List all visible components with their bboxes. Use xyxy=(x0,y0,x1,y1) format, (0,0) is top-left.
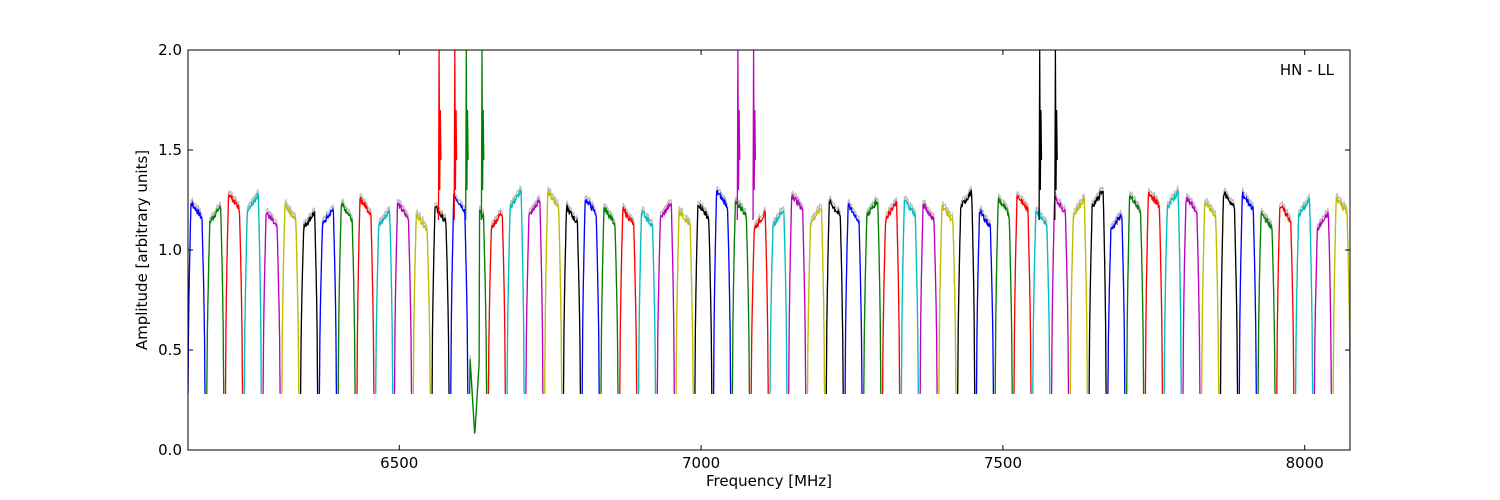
x-tick-label: 8000 xyxy=(1286,454,1324,472)
annotation-label: HN - LL xyxy=(1280,61,1335,79)
series-layer xyxy=(188,50,1350,434)
channel-series-line xyxy=(637,210,657,395)
channel-series-line xyxy=(188,200,206,395)
rfi-spike-line xyxy=(437,50,442,221)
channel-series-line xyxy=(1032,210,1051,395)
channel-series-line xyxy=(881,200,901,395)
y-tick-label: 1.5 xyxy=(158,141,182,159)
channel-series-line xyxy=(1332,196,1350,395)
channel-series-line xyxy=(431,205,450,395)
channel-series-line xyxy=(863,198,882,395)
channel-series-line xyxy=(1257,211,1276,395)
channel-series-line xyxy=(525,198,544,395)
x-axis-label: Frequency [MHz] xyxy=(706,472,832,490)
channel-series-line xyxy=(1313,211,1332,395)
rfi-spike-line xyxy=(1038,50,1043,221)
channel-series-line xyxy=(806,207,826,395)
channel-series-line xyxy=(1144,191,1164,395)
channel-series-line xyxy=(581,199,600,395)
x-tick-label: 7000 xyxy=(682,454,720,472)
channel-series-line xyxy=(712,189,732,395)
channel-series-line xyxy=(600,206,619,395)
y-tick-label: 2.0 xyxy=(158,41,182,59)
channel-series-line xyxy=(844,203,863,395)
x-tick-label: 7500 xyxy=(984,454,1022,472)
channel-series-line xyxy=(825,199,844,395)
rfi-spike-line xyxy=(480,50,485,221)
channel-series-line xyxy=(675,210,694,395)
channel-series-line xyxy=(337,202,356,395)
y-tick-label: 0.0 xyxy=(158,441,182,459)
channel-series-line xyxy=(1182,196,1201,395)
rfi-spike-line xyxy=(465,50,469,221)
channel-series-line xyxy=(356,196,375,395)
tick-layer: 6500 7000 7500 8000 0.0 0.5 1.0 1.5 2.0 xyxy=(158,41,1350,472)
channel-series-line xyxy=(694,204,713,395)
channel-series-line xyxy=(487,210,506,395)
channel-series-line xyxy=(1238,191,1257,395)
x-tick-label: 6500 xyxy=(380,454,418,472)
channel-series-line xyxy=(994,196,1013,395)
channel-series-line xyxy=(1126,194,1145,395)
y-tick-label: 0.5 xyxy=(158,341,182,359)
channel-series-line xyxy=(506,188,525,395)
channel-series-line xyxy=(206,205,225,395)
rfi-spike-line xyxy=(453,50,458,221)
channel-series-line xyxy=(1069,197,1088,395)
channel-series-line xyxy=(957,189,976,395)
channel-series-line xyxy=(562,203,582,395)
rfi-spike-line xyxy=(1054,50,1058,221)
channel-series-line xyxy=(299,211,319,395)
channel-series-line xyxy=(393,202,413,395)
channel-series-line xyxy=(750,209,769,395)
channel-series-line xyxy=(1201,201,1220,395)
y-axis-label: Amplitude [arbitrary units] xyxy=(133,150,151,350)
channel-series-line xyxy=(1013,194,1032,395)
channel-series-line xyxy=(975,208,995,395)
channel-series-line xyxy=(769,210,788,395)
channel-series-line xyxy=(544,190,563,395)
channel-series-line xyxy=(1107,212,1126,395)
channel-series-line xyxy=(375,209,394,395)
channel-series-line xyxy=(619,206,638,395)
channel-series-line xyxy=(318,206,338,395)
channel-series-line xyxy=(1088,189,1107,395)
rfi-spike-line xyxy=(736,50,741,221)
channel-series-line xyxy=(412,213,431,395)
channel-series-line xyxy=(788,193,807,395)
channel-series-line xyxy=(262,211,281,395)
channel-series-line xyxy=(281,203,300,395)
channel-series-line xyxy=(224,192,244,395)
channel-series-line xyxy=(1219,191,1239,395)
channel-series-line xyxy=(938,204,957,395)
channel-series-line xyxy=(1276,204,1295,395)
channel-series-line xyxy=(900,199,919,395)
channel-series-line xyxy=(468,208,488,434)
channel-series-line xyxy=(1163,189,1182,395)
channel-series-line xyxy=(919,202,938,395)
channel-series-line xyxy=(656,203,675,395)
channel-series-line xyxy=(731,199,751,395)
channel-series-line xyxy=(243,191,262,395)
rfi-spike-line xyxy=(752,50,757,221)
y-tick-label: 1.0 xyxy=(158,241,182,259)
channel-series-line xyxy=(1294,197,1314,395)
